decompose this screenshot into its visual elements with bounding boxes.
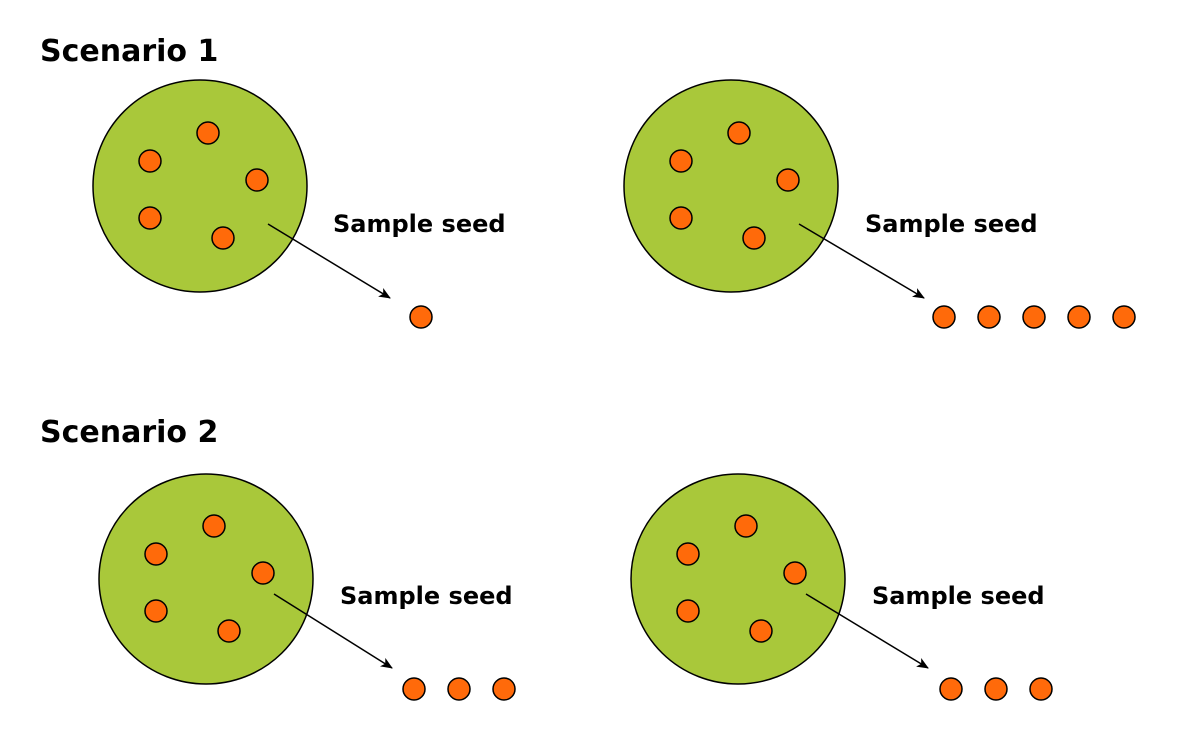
sample-seed-label: Sample seed	[872, 582, 1045, 610]
scenario-1-panel-1: Sample seed	[92, 79, 506, 329]
pool-seed	[783, 561, 807, 585]
pool-seed	[676, 542, 700, 566]
sampled-seed	[492, 677, 516, 701]
sampled-seeds	[409, 305, 433, 329]
scenario-1-title: Scenario 1	[40, 34, 219, 69]
pool-seed	[669, 206, 693, 230]
scenario-1-panel-2: Sample seed	[623, 79, 1136, 329]
sampled-seed	[984, 677, 1008, 701]
sampled-seed	[1112, 305, 1136, 329]
sample-seed-label: Sample seed	[865, 210, 1038, 238]
sampled-seed	[1022, 305, 1046, 329]
pool-seed	[144, 542, 168, 566]
pool-seed	[727, 121, 751, 145]
sampled-seed	[1067, 305, 1091, 329]
pool-seed	[144, 599, 168, 623]
pool-seed	[251, 561, 275, 585]
pool-seeds	[669, 121, 800, 250]
sampled-seeds	[932, 305, 1136, 329]
sampled-seed	[447, 677, 471, 701]
sample-arrow	[798, 223, 925, 299]
pool-seeds	[138, 121, 269, 250]
pool-seed	[669, 149, 693, 173]
pool-seed	[202, 514, 226, 538]
pool-seed	[245, 168, 269, 192]
pool-seed	[742, 226, 766, 250]
pool-seed	[138, 149, 162, 173]
sampled-seed	[977, 305, 1001, 329]
scenario-2-panel-2: Sample seed	[630, 473, 1053, 701]
pool-seed	[138, 206, 162, 230]
pool-seed	[217, 619, 241, 643]
pool-seeds	[144, 514, 275, 643]
sampled-seed	[932, 305, 956, 329]
sampled-seed	[1029, 677, 1053, 701]
sample-seed-label: Sample seed	[333, 210, 506, 238]
pool-seed	[676, 599, 700, 623]
pool-seed	[734, 514, 758, 538]
sample-arrow	[805, 593, 929, 669]
sample-seed-label: Sample seed	[340, 582, 513, 610]
pool-seed	[196, 121, 220, 145]
sample-arrow	[273, 593, 393, 669]
sampled-seeds	[402, 677, 516, 701]
sampled-seed	[409, 305, 433, 329]
sampled-seeds	[939, 677, 1053, 701]
seed-pool-circle	[630, 473, 846, 685]
sampled-seed	[939, 677, 963, 701]
pool-seed	[749, 619, 773, 643]
pool-seed	[776, 168, 800, 192]
seed-pool-circle	[92, 79, 308, 293]
pool-seeds	[676, 514, 807, 643]
scenario-2-panel-1: Sample seed	[98, 473, 516, 701]
seed-pool-circle	[623, 79, 839, 293]
sample-arrow	[267, 223, 391, 299]
sampled-seed	[402, 677, 426, 701]
pool-seed	[211, 226, 235, 250]
scenario-2-title: Scenario 2	[40, 415, 219, 450]
seed-pool-circle	[98, 473, 314, 685]
